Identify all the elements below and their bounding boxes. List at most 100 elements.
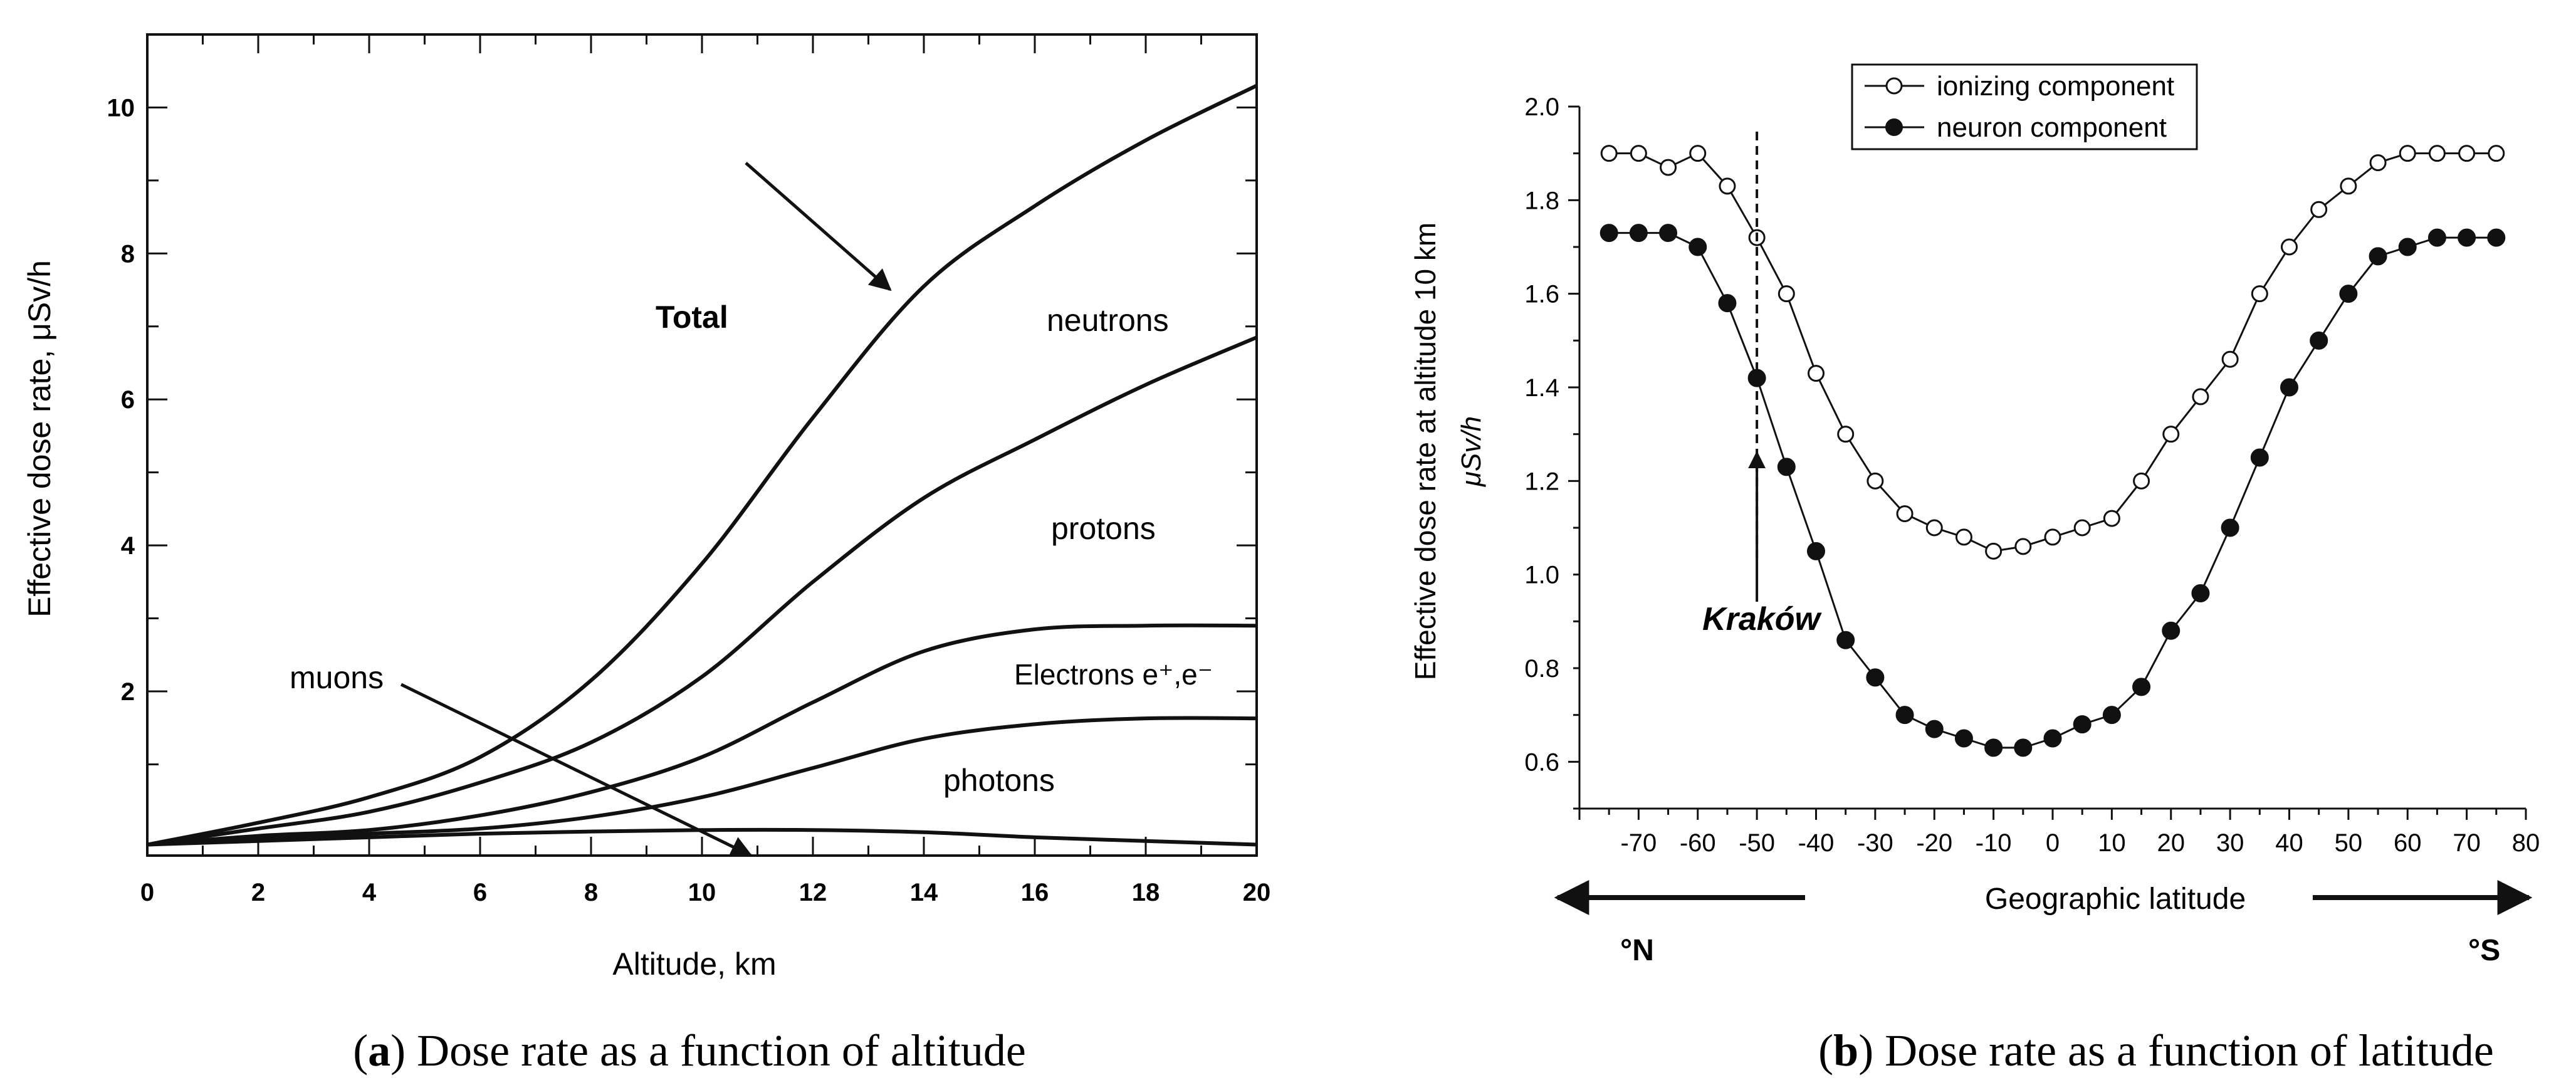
series-protons-line xyxy=(147,623,1257,847)
panel-b-axes xyxy=(1568,105,2527,820)
point-neuron xyxy=(1807,542,1825,560)
panel-a-y-tick-label: 8 xyxy=(121,240,135,268)
krakow-label: Kraków xyxy=(1702,601,1822,637)
panel-b-caption: (b) Dose rate as a function of latitude xyxy=(1818,1025,2494,1076)
point-neuron xyxy=(2339,285,2358,303)
series-ionizing-line xyxy=(1609,152,2496,552)
point-neuron xyxy=(1925,720,1944,738)
panel-b-x-tick-label: 30 xyxy=(2216,829,2244,857)
panel-a-y-tick-label: 4 xyxy=(121,532,135,560)
muons-arrow xyxy=(400,683,753,857)
legend-label-neuron: neuron component xyxy=(1937,112,2167,143)
total-arrow xyxy=(745,162,892,291)
panel-b-y-tick-label: 1.4 xyxy=(1524,374,1559,402)
point-ionizing xyxy=(2014,538,2032,555)
point-neuron xyxy=(2102,706,2121,725)
point-neuron xyxy=(2398,238,2417,256)
point-ionizing xyxy=(1925,519,1943,537)
panel-a-y-tick-label: 10 xyxy=(107,94,135,122)
point-neuron xyxy=(2191,584,2210,603)
panel-a-x-tick-label: 14 xyxy=(910,879,938,906)
panel-b-y-axis-unit: μSv/h xyxy=(1456,416,1487,487)
panel-b-x-tick-label: 0 xyxy=(2046,829,2060,857)
panel-b-x-axis-title: Geographic latitude xyxy=(1985,883,2246,916)
label-electrons: Electrons e⁺,e⁻ xyxy=(1014,658,1213,691)
panel-b-y-tick-label: 1.0 xyxy=(1524,562,1559,589)
panel-b-y-axis-title: Effective dose rate at altitude 10 km xyxy=(1409,223,1442,680)
panel-a-y-tick-labels: 2 4 6 8 10 xyxy=(107,94,135,706)
point-ionizing xyxy=(2133,472,2150,490)
panel-b-x-tick-label: 70 xyxy=(2453,829,2481,857)
point-ionizing xyxy=(2340,177,2357,195)
point-neuron xyxy=(1629,224,1648,243)
legend-marker-ionizing xyxy=(1885,77,1903,95)
point-ionizing xyxy=(2488,145,2505,162)
point-neuron xyxy=(2458,228,2476,247)
panel-a-x-axis-title: Altitude, km xyxy=(612,946,776,982)
panel-a-x-tick-label: 20 xyxy=(1243,879,1271,906)
point-neuron xyxy=(2132,678,2151,696)
direction-south: °S xyxy=(2468,934,2500,967)
label-photons: photons xyxy=(943,763,1055,798)
point-neuron xyxy=(2073,715,2092,734)
panel-b-y-tick-label: 0.6 xyxy=(1524,748,1559,776)
point-ionizing xyxy=(2251,285,2268,303)
panel-a-x-tick-label: 0 xyxy=(140,879,154,906)
panel-b-x-tick-label: -20 xyxy=(1916,829,1952,857)
point-neuron xyxy=(2310,331,2328,350)
panel-b-x-tick-label: 10 xyxy=(2098,829,2126,857)
panel-a-x-tick-label: 6 xyxy=(473,879,487,906)
series-total-line xyxy=(147,83,1258,847)
point-ionizing xyxy=(1867,472,1884,490)
panel-b-x-tick-label: -40 xyxy=(1798,829,1835,857)
panel-a-frame xyxy=(146,33,1258,857)
panel-a-caption-letter: a xyxy=(368,1025,390,1076)
panel-b-x-tick-label: -10 xyxy=(1976,829,2012,857)
point-ionizing xyxy=(2399,145,2416,162)
point-ionizing xyxy=(2428,145,2446,162)
point-neuron xyxy=(2369,247,2387,266)
point-neuron xyxy=(1866,668,1885,687)
point-ionizing xyxy=(1985,542,2003,560)
panel-b-x-tick-label: -30 xyxy=(1857,829,1893,857)
point-ionizing xyxy=(1660,159,1677,176)
point-ionizing xyxy=(2073,519,2091,537)
point-neuron xyxy=(1836,631,1855,649)
panel-a-y-axis-title: Effective dose rate, μSv/h xyxy=(22,260,57,617)
point-ionizing xyxy=(2162,426,2180,443)
panel-b-x-tick-labels: -70 -60 -50 -40 -30 -20 -10 0 10 20 30 40 50 60 70 80 xyxy=(1620,829,2540,857)
point-ionizing xyxy=(1837,426,1855,443)
point-ionizing xyxy=(1719,177,1736,195)
panel-b-y-tick-label: 0.8 xyxy=(1524,655,1559,683)
legend-box xyxy=(1851,63,2198,150)
panel-a-y-tick-label: 2 xyxy=(121,678,135,706)
panel-b-x-tick-label: -70 xyxy=(1620,829,1657,857)
panel-a-caption: (a) Dose rate as a function of altitude xyxy=(353,1025,1026,1076)
point-ionizing xyxy=(2369,154,2387,172)
panel-b-y-tick-label: 1.6 xyxy=(1524,281,1559,308)
legend-label-ionizing: ionizing component xyxy=(1937,71,2174,102)
point-ionizing xyxy=(1955,528,1972,546)
panel-b-x-tick-label: 40 xyxy=(2275,829,2303,857)
point-ionizing xyxy=(1689,145,1707,162)
panel-b-legend: ionizing component neuron component xyxy=(1851,63,2198,150)
point-ionizing xyxy=(1896,505,1914,523)
panel-a-x-tick-label: 18 xyxy=(1132,879,1160,906)
panel-a-x-tick-label: 16 xyxy=(1021,879,1049,906)
panel-b-x-tick-label: 80 xyxy=(2512,829,2540,857)
panel-b-y-tick-labels: 0.6 0.8 1.0 1.2 1.4 1.6 1.8 2.0 xyxy=(1524,93,1559,776)
point-neuron xyxy=(2427,228,2446,247)
label-protons: protons xyxy=(1051,511,1156,546)
point-ionizing xyxy=(2044,528,2061,546)
panel-b-y-tick-label: 1.2 xyxy=(1524,468,1559,495)
panel-a-x-tick-label: 10 xyxy=(688,879,716,906)
point-neuron xyxy=(1984,738,2003,757)
panel-a-x-tick-label: 8 xyxy=(584,879,598,906)
point-neuron xyxy=(2162,621,2181,640)
point-ionizing xyxy=(1808,365,1825,382)
point-neuron xyxy=(2487,228,2506,247)
point-neuron xyxy=(1689,238,1707,256)
point-neuron xyxy=(2014,738,2033,757)
label-neutrons: neutrons xyxy=(1047,303,1169,338)
point-neuron xyxy=(1600,224,1618,243)
